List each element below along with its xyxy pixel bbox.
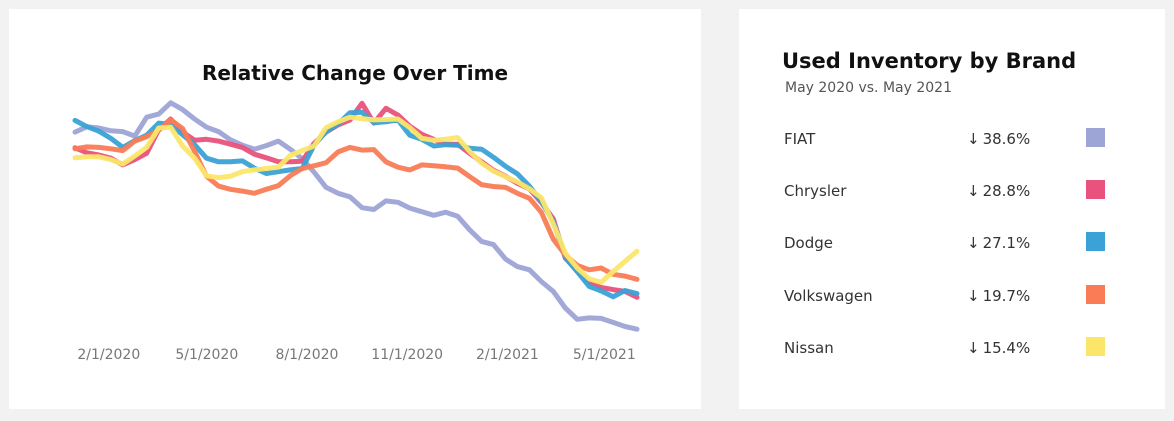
x-tick-label: 8/1/2020 (276, 347, 339, 363)
change-value: ↓ 28.8% (967, 182, 1030, 200)
change-value: ↓ 38.6% (967, 130, 1030, 148)
chart-panel: Relative Change Over Time 2/1/2020 5/1/20… (9, 9, 701, 409)
line-chart[interactable]: 2/1/2020 5/1/2020 8/1/2020 11/1/2020 2/1/202… (9, 9, 701, 409)
x-tick-label: 2/1/2021 (476, 347, 539, 363)
legend-row-chrysler[interactable]: Chrysler ↓ 28.8% (739, 178, 1165, 208)
legend-panel: Used Inventory by Brand May 2020 vs. May… (739, 9, 1165, 409)
down-arrow-icon: ↓ (967, 130, 980, 148)
color-swatch (1086, 232, 1105, 251)
down-arrow-icon: ↓ (967, 287, 980, 305)
brand-label: Chrysler (784, 182, 847, 200)
legend-row-nissan[interactable]: Nissan ↓ 15.4% (739, 335, 1165, 365)
series-line-volkswagen[interactable] (72, 117, 640, 282)
change-value: ↓ 15.4% (967, 339, 1030, 357)
brand-label: FIAT (784, 130, 816, 148)
change-percent: 27.1% (982, 234, 1031, 252)
legend-row-volkswagen[interactable]: Volkswagen ↓ 19.7% (739, 283, 1165, 313)
change-percent: 38.6% (982, 130, 1031, 148)
down-arrow-icon: ↓ (967, 182, 980, 200)
color-swatch (1086, 180, 1105, 199)
chart-title: Relative Change Over Time (201, 61, 509, 85)
series-line-nissan[interactable] (72, 114, 640, 285)
legend-row-fiat[interactable]: FIAT ↓ 38.6% (739, 126, 1165, 156)
x-tick-label: 5/1/2020 (175, 347, 238, 363)
x-tick-label: 5/1/2021 (573, 347, 636, 363)
brand-label: Volkswagen (784, 287, 873, 305)
change-percent: 28.8% (982, 182, 1031, 200)
down-arrow-icon: ↓ (967, 339, 980, 357)
brand-label: Nissan (784, 339, 834, 357)
brand-label: Dodge (784, 234, 833, 252)
legend-subtitle: May 2020 vs. May 2021 (785, 80, 952, 96)
change-percent: 19.7% (982, 287, 1031, 305)
x-tick-label: 2/1/2020 (77, 347, 140, 363)
color-swatch (1086, 128, 1105, 147)
x-tick-label: 11/1/2020 (371, 347, 443, 363)
down-arrow-icon: ↓ (967, 234, 980, 252)
color-swatch (1086, 285, 1105, 304)
legend-title: Used Inventory by Brand (782, 49, 1077, 73)
legend-row-dodge[interactable]: Dodge ↓ 27.1% (739, 230, 1165, 260)
change-percent: 15.4% (982, 339, 1031, 357)
color-swatch (1086, 337, 1105, 356)
change-value: ↓ 19.7% (967, 287, 1030, 305)
series-line-fiat[interactable] (72, 100, 640, 332)
change-value: ↓ 27.1% (967, 234, 1030, 252)
